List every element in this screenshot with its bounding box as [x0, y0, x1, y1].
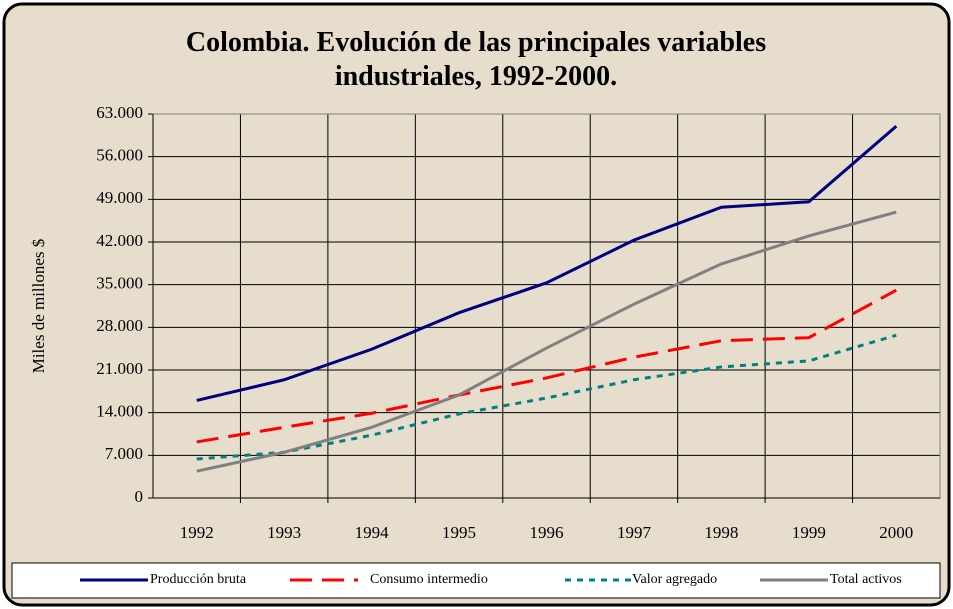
- x-tick-label: 1994: [355, 523, 390, 542]
- y-tick-label: 0: [135, 487, 144, 506]
- y-tick-label: 28.000: [96, 316, 143, 335]
- y-axis-label: Miles de millones $: [29, 239, 48, 374]
- x-tick-label: 1993: [267, 523, 301, 542]
- x-tick-label: 1995: [442, 523, 476, 542]
- x-tick-label: 2000: [879, 523, 913, 542]
- y-tick-label: 63.000: [96, 103, 143, 122]
- y-tick-label: 42.000: [96, 231, 143, 250]
- x-tick-label: 1999: [792, 523, 826, 542]
- legend-label: Valor agregado: [632, 572, 717, 587]
- x-tick-label: 1998: [704, 523, 738, 542]
- series-line: [196, 125, 898, 402]
- y-tick-label: 35.000: [96, 274, 143, 293]
- series-line: [196, 288, 897, 444]
- x-tick-label: 1992: [180, 523, 214, 542]
- x-tick-label: 1997: [617, 523, 652, 542]
- y-tick-label: 21.000: [96, 359, 143, 378]
- y-tick-label: 56.000: [96, 146, 143, 165]
- y-tick-label: 7.000: [105, 444, 143, 463]
- y-tick-label: 49.000: [96, 188, 143, 207]
- x-tick-label: 1996: [530, 523, 564, 542]
- legend-label: Total activos: [830, 572, 902, 587]
- legend-label: Consumo intermedio: [370, 572, 488, 587]
- legend-label: Producción bruta: [150, 572, 247, 587]
- series-line: [196, 210, 897, 473]
- chart-title: Colombia. Evolución de las principales v…: [186, 27, 766, 92]
- series-line: [196, 333, 897, 461]
- y-tick-label: 14.000: [96, 402, 143, 421]
